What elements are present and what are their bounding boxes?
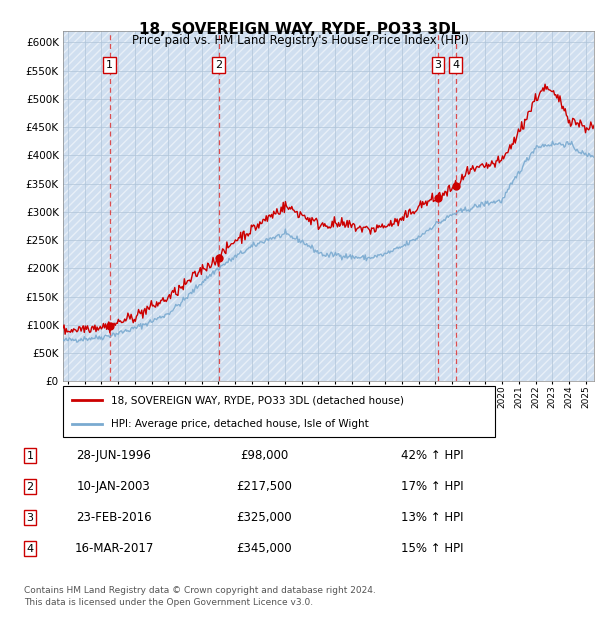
Text: 2: 2 bbox=[215, 60, 223, 70]
Text: Contains HM Land Registry data © Crown copyright and database right 2024.: Contains HM Land Registry data © Crown c… bbox=[24, 586, 376, 595]
Text: £345,000: £345,000 bbox=[236, 542, 292, 555]
Text: Price paid vs. HM Land Registry's House Price Index (HPI): Price paid vs. HM Land Registry's House … bbox=[131, 34, 469, 47]
Text: 1: 1 bbox=[26, 451, 34, 461]
Text: 18, SOVEREIGN WAY, RYDE, PO33 3DL: 18, SOVEREIGN WAY, RYDE, PO33 3DL bbox=[139, 22, 461, 37]
Text: 42% ↑ HPI: 42% ↑ HPI bbox=[401, 450, 463, 462]
Text: £325,000: £325,000 bbox=[236, 512, 292, 524]
Text: 4: 4 bbox=[452, 60, 459, 70]
Text: 23-FEB-2016: 23-FEB-2016 bbox=[76, 512, 152, 524]
Text: 3: 3 bbox=[26, 513, 34, 523]
Text: £217,500: £217,500 bbox=[236, 480, 292, 493]
Text: 16-MAR-2017: 16-MAR-2017 bbox=[74, 542, 154, 555]
Text: 18, SOVEREIGN WAY, RYDE, PO33 3DL (detached house): 18, SOVEREIGN WAY, RYDE, PO33 3DL (detac… bbox=[110, 396, 404, 405]
Text: 1: 1 bbox=[106, 60, 113, 70]
Text: £98,000: £98,000 bbox=[240, 450, 288, 462]
Text: 2: 2 bbox=[26, 482, 34, 492]
Text: 10-JAN-2003: 10-JAN-2003 bbox=[77, 480, 151, 493]
Text: 17% ↑ HPI: 17% ↑ HPI bbox=[401, 480, 463, 493]
Text: 28-JUN-1996: 28-JUN-1996 bbox=[77, 450, 151, 462]
Text: 4: 4 bbox=[26, 544, 34, 554]
Text: 3: 3 bbox=[434, 60, 442, 70]
Text: 15% ↑ HPI: 15% ↑ HPI bbox=[401, 542, 463, 555]
FancyBboxPatch shape bbox=[63, 386, 495, 437]
Text: HPI: Average price, detached house, Isle of Wight: HPI: Average price, detached house, Isle… bbox=[110, 419, 368, 430]
Text: This data is licensed under the Open Government Licence v3.0.: This data is licensed under the Open Gov… bbox=[24, 598, 313, 607]
Text: 13% ↑ HPI: 13% ↑ HPI bbox=[401, 512, 463, 524]
